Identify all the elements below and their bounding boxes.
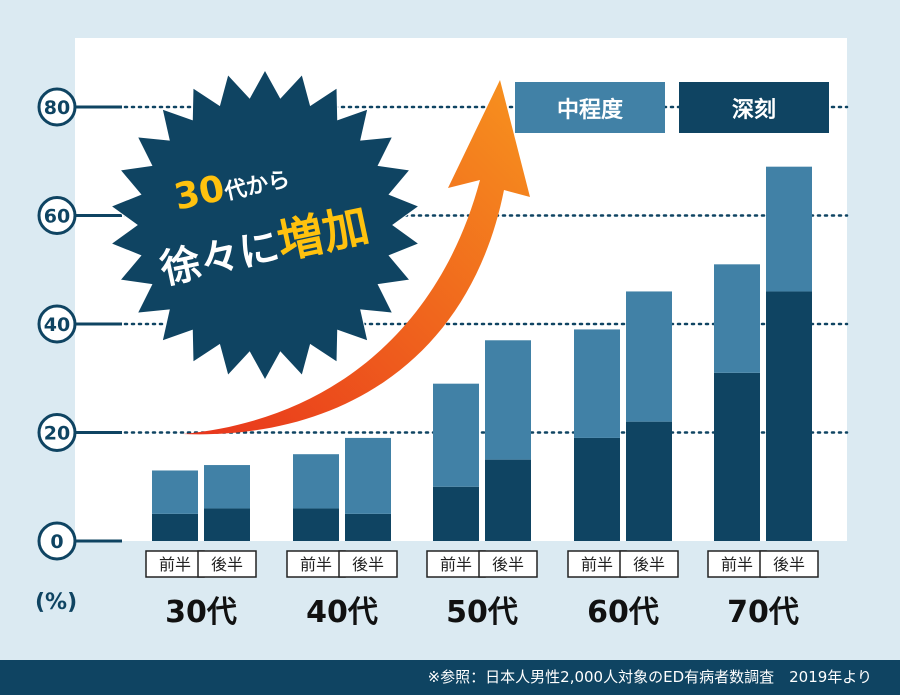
sub-label-box	[426, 550, 486, 578]
bar-severe-30代-後半	[204, 508, 250, 541]
bar-severe-40代-前半	[293, 508, 339, 541]
sub-label-前半: 前半	[581, 555, 613, 574]
y-tick-circle-80	[37, 87, 77, 127]
bar-moderate-40代-後半	[345, 437, 391, 514]
bar-severe-50代-前半	[433, 486, 479, 541]
y-tick-circle-20	[37, 413, 77, 452]
y-tick-label-20: 20	[44, 423, 70, 445]
bar-moderate-50代-前半	[433, 383, 479, 487]
group-label-60代: 60代	[587, 595, 659, 630]
bar-severe-50代-後半	[485, 459, 531, 541]
source-note: ※参照：日本人男性2,000人対象のED有病者数調査 2019年より	[427, 668, 872, 686]
sub-label-前半: 前半	[440, 555, 472, 574]
y-tick-label-60: 60	[44, 206, 70, 228]
y-axis: 0 20 40 60 80	[37, 87, 122, 561]
sub-label-前半: 前半	[159, 555, 191, 574]
sub-label-後半: 後半	[633, 555, 665, 574]
bar-moderate-30代-前半	[152, 470, 198, 514]
bar-severe-60代-後半	[626, 421, 672, 541]
group-label-40代: 40代	[306, 595, 378, 630]
bar-series	[152, 166, 812, 541]
bar-severe-70代-後半	[766, 291, 812, 541]
bar-moderate-50代-後半	[485, 340, 531, 460]
sub-label-後半: 後半	[773, 555, 805, 574]
x-axis-labels: 前半 後半 30代 前半 後半 40代 前半 後半 50代 前半 後半 60代 前半 後半 70代	[145, 550, 819, 630]
sub-label-box	[145, 550, 205, 578]
sub-label-box	[759, 550, 819, 578]
sub-label-box	[197, 550, 257, 578]
sub-label-後半: 後半	[492, 555, 524, 574]
y-tick-label-80: 80	[44, 97, 70, 119]
footer-bar: ※参照：日本人男性2,000人対象のED有病者数調査 2019年より	[0, 660, 900, 695]
bar-moderate-40代-前半	[293, 454, 339, 509]
sub-label-前半: 前半	[721, 555, 753, 574]
starburst-badge	[110, 68, 420, 382]
bar-moderate-60代-前半	[574, 329, 620, 438]
y-tick-circle-60	[37, 196, 77, 235]
bar-severe-30代-前半	[152, 513, 198, 541]
sub-label-前半: 前半	[300, 555, 332, 574]
sub-label-box	[338, 550, 398, 578]
bar-severe-70代-前半	[714, 372, 760, 541]
badge-kara: から	[243, 167, 293, 201]
bar-moderate-70代-後半	[766, 166, 812, 292]
sub-label-後半: 後半	[352, 555, 384, 574]
bar-severe-60代-前半	[574, 437, 620, 541]
bar-moderate-30代-後半	[204, 465, 250, 509]
y-unit-label: (%)	[35, 590, 78, 615]
y-tick-label-40: 40	[44, 314, 70, 336]
bar-moderate-70代-前半	[714, 264, 760, 373]
bar-moderate-60代-後半	[626, 291, 672, 422]
trend-arrow	[183, 80, 530, 435]
y-tick-circle-40	[37, 304, 77, 344]
sub-label-後半: 後半	[211, 555, 243, 574]
y-tick-label-0: 0	[50, 531, 63, 553]
legend-severe: 深刻	[679, 82, 829, 133]
group-label-30代: 30代	[165, 595, 237, 630]
sub-label-box	[619, 550, 679, 578]
starburst-shape	[110, 68, 420, 382]
bar-severe-40代-後半	[345, 513, 391, 541]
group-label-50代: 50代	[446, 595, 518, 630]
sub-label-box	[478, 550, 538, 578]
y-tick-circle-0	[37, 521, 77, 561]
legend-moderate: 中程度	[515, 82, 665, 133]
group-label-70代: 70代	[727, 595, 799, 630]
